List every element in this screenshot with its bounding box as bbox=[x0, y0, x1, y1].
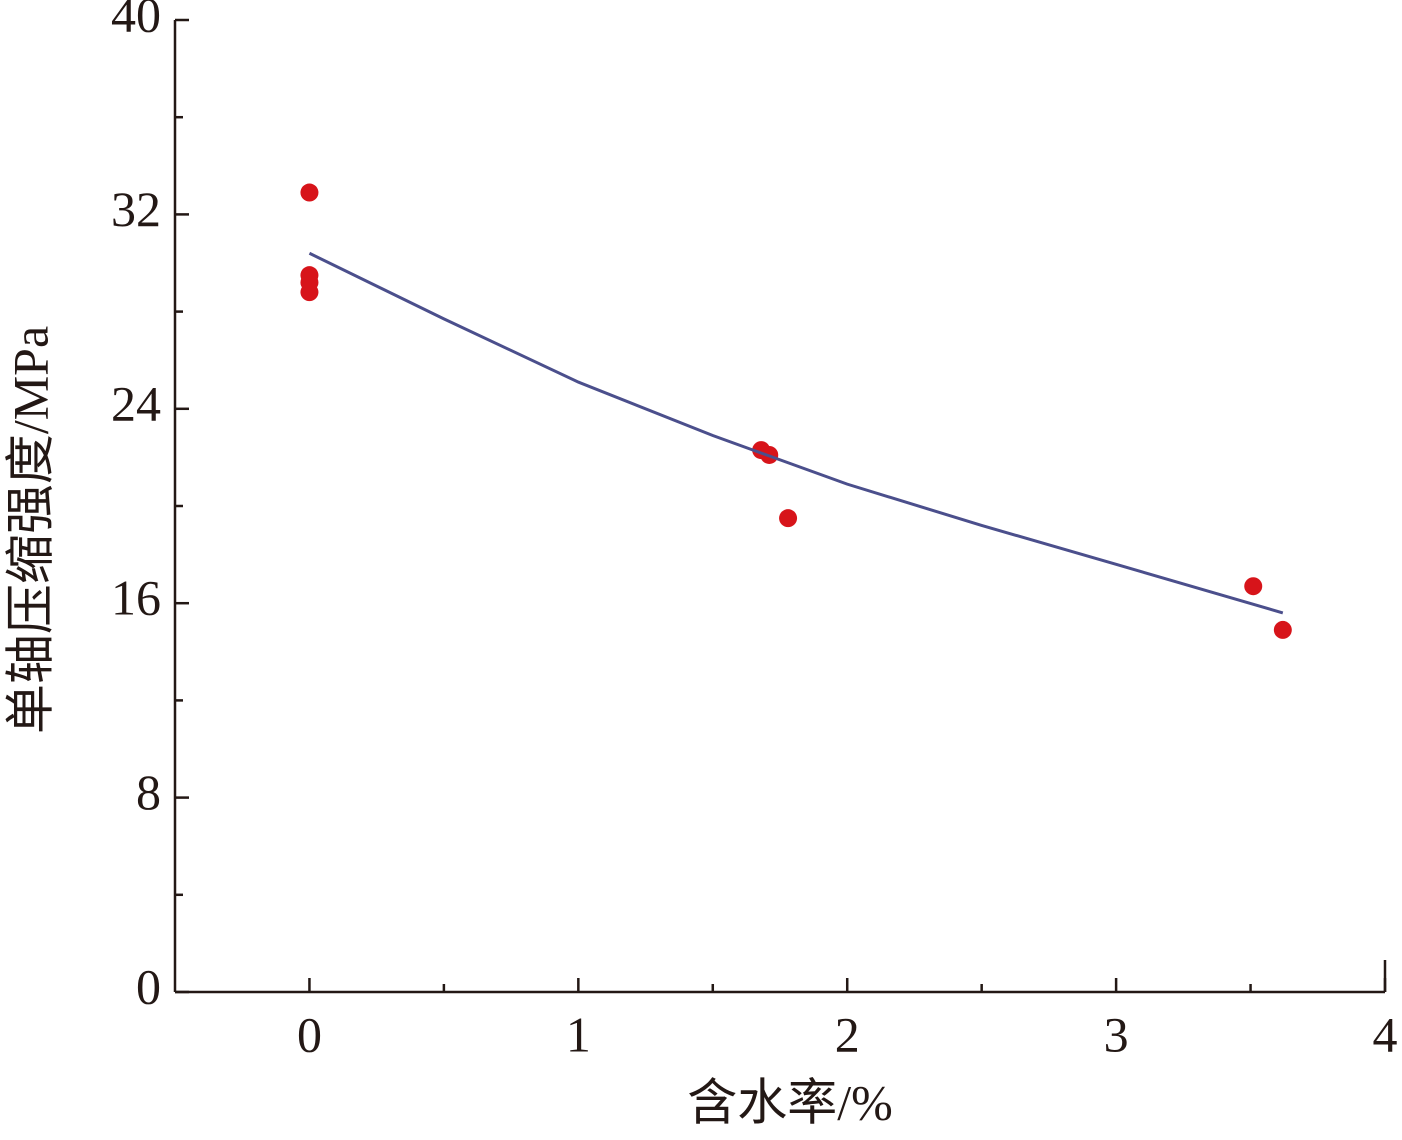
x-tick-label: 0 bbox=[297, 1006, 322, 1062]
x-tick-label: 4 bbox=[1373, 1006, 1398, 1062]
x-tick-label: 2 bbox=[835, 1006, 860, 1062]
y-tick-label: 24 bbox=[111, 375, 161, 431]
fit-curve bbox=[308, 251, 1284, 615]
scatter-point bbox=[1244, 577, 1263, 596]
y-tick-label: 8 bbox=[136, 764, 161, 820]
x-tick-label: 3 bbox=[1104, 1006, 1129, 1062]
scatter-point bbox=[779, 509, 798, 528]
y-tick-label: 32 bbox=[111, 181, 161, 237]
y-axis-label: 单轴压缩强度/MPa bbox=[2, 326, 58, 734]
y-tick-label: 40 bbox=[111, 0, 161, 42]
scatter-point bbox=[1273, 620, 1292, 639]
x-axis-label: 含水率/% bbox=[687, 1074, 893, 1130]
y-tick-label: 0 bbox=[136, 958, 161, 1014]
scatter-point bbox=[300, 283, 319, 302]
x-tick-label: 1 bbox=[566, 1006, 591, 1062]
y-tick-label: 16 bbox=[111, 570, 161, 626]
scatter-point bbox=[300, 183, 319, 202]
